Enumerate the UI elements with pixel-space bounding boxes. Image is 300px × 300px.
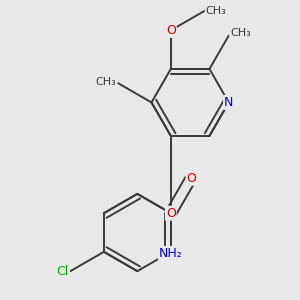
Text: N: N xyxy=(224,96,233,109)
Text: Cl: Cl xyxy=(57,265,69,278)
Text: CH₃: CH₃ xyxy=(96,76,116,87)
Text: O: O xyxy=(187,172,196,185)
Text: NH₂: NH₂ xyxy=(159,247,183,260)
Text: O: O xyxy=(166,207,176,220)
Text: CH₃: CH₃ xyxy=(230,28,251,38)
Text: O: O xyxy=(166,24,176,37)
Text: CH₃: CH₃ xyxy=(206,6,226,16)
